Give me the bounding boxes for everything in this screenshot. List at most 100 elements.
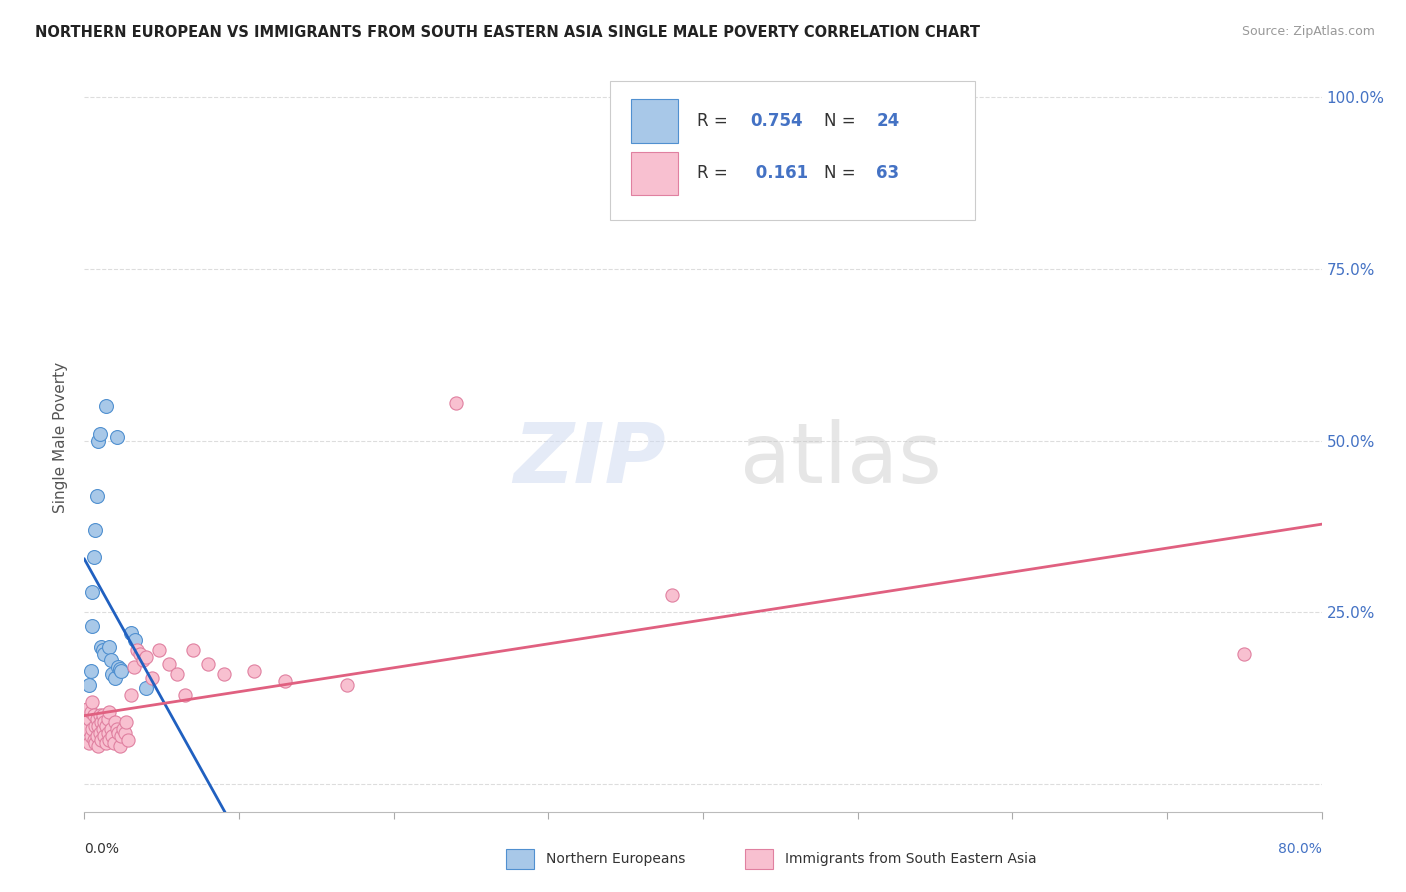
- Point: [1233, 647, 1256, 661]
- Point: [98, 705, 121, 719]
- Point: [181, 643, 204, 657]
- Point: [91, 708, 114, 723]
- Point: [83, 732, 105, 747]
- Text: N =: N =: [824, 112, 860, 130]
- Point: [100, 653, 122, 667]
- Point: [79, 729, 101, 743]
- Point: [274, 674, 297, 689]
- Point: [197, 657, 219, 671]
- Point: [148, 643, 170, 657]
- Bar: [631, 152, 678, 195]
- Point: [117, 732, 139, 747]
- FancyBboxPatch shape: [610, 81, 976, 219]
- Point: [84, 523, 107, 537]
- Point: [110, 664, 132, 678]
- Point: [174, 688, 197, 702]
- Point: [104, 715, 127, 730]
- Point: [114, 725, 136, 739]
- Point: [82, 584, 104, 599]
- Point: [87, 719, 110, 733]
- Text: 0.754: 0.754: [749, 112, 803, 130]
- Text: N =: N =: [824, 164, 860, 182]
- Point: [79, 705, 101, 719]
- Point: [105, 723, 128, 737]
- Point: [100, 723, 122, 737]
- Point: [108, 739, 131, 754]
- Point: [93, 647, 115, 661]
- Point: [86, 489, 108, 503]
- Point: [98, 732, 121, 747]
- Point: [93, 729, 115, 743]
- Point: [77, 677, 100, 691]
- Point: [89, 708, 111, 723]
- Point: [135, 650, 157, 665]
- Point: [98, 640, 121, 654]
- Point: [82, 723, 104, 737]
- Point: [76, 723, 98, 737]
- Point: [96, 725, 118, 739]
- Point: [112, 723, 135, 737]
- Point: [93, 715, 115, 730]
- Point: [159, 657, 180, 671]
- Point: [107, 660, 129, 674]
- Point: [107, 725, 129, 739]
- Text: R =: R =: [697, 112, 733, 130]
- Point: [84, 719, 107, 733]
- Point: [77, 736, 100, 750]
- Text: 0.0%: 0.0%: [84, 842, 120, 856]
- Text: Northern Europeans: Northern Europeans: [546, 852, 685, 866]
- Point: [83, 708, 105, 723]
- Point: [105, 430, 128, 444]
- Text: atlas: atlas: [740, 419, 942, 500]
- Point: [86, 712, 108, 726]
- Point: [79, 664, 101, 678]
- Text: 80.0%: 80.0%: [1278, 842, 1322, 856]
- Point: [94, 399, 117, 413]
- Point: [124, 632, 146, 647]
- Point: [90, 732, 112, 747]
- Point: [86, 729, 108, 743]
- Point: [91, 643, 114, 657]
- Point: [75, 715, 97, 730]
- Point: [89, 725, 111, 739]
- Text: 24: 24: [876, 112, 900, 130]
- Point: [89, 426, 111, 441]
- Text: Source: ZipAtlas.com: Source: ZipAtlas.com: [1241, 25, 1375, 38]
- Text: NORTHERN EUROPEAN VS IMMIGRANTS FROM SOUTH EASTERN ASIA SINGLE MALE POVERTY CORR: NORTHERN EUROPEAN VS IMMIGRANTS FROM SOU…: [35, 25, 980, 40]
- Point: [91, 723, 114, 737]
- Point: [122, 660, 145, 674]
- Point: [110, 729, 132, 743]
- Point: [108, 662, 131, 676]
- Text: ZIP: ZIP: [513, 419, 666, 500]
- Point: [101, 667, 124, 681]
- Point: [129, 647, 152, 661]
- Point: [103, 736, 125, 750]
- Point: [101, 729, 124, 743]
- Point: [104, 671, 127, 685]
- Text: 0.161: 0.161: [749, 164, 808, 182]
- Point: [115, 715, 138, 730]
- Point: [90, 640, 112, 654]
- Point: [120, 688, 142, 702]
- Point: [83, 550, 105, 565]
- Point: [125, 643, 148, 657]
- Point: [120, 626, 142, 640]
- Point: [94, 736, 117, 750]
- Text: 63: 63: [876, 164, 900, 182]
- Point: [141, 671, 163, 685]
- Point: [90, 715, 112, 730]
- Point: [135, 681, 157, 695]
- Point: [132, 653, 155, 667]
- Point: [444, 395, 467, 409]
- Y-axis label: Single Male Poverty: Single Male Poverty: [53, 361, 69, 513]
- Point: [82, 695, 104, 709]
- Point: [94, 719, 117, 733]
- Point: [87, 434, 110, 448]
- Point: [76, 701, 98, 715]
- Point: [96, 712, 118, 726]
- Point: [661, 588, 683, 602]
- Point: [212, 667, 235, 681]
- Point: [166, 667, 188, 681]
- Point: [82, 619, 104, 633]
- Point: [84, 736, 107, 750]
